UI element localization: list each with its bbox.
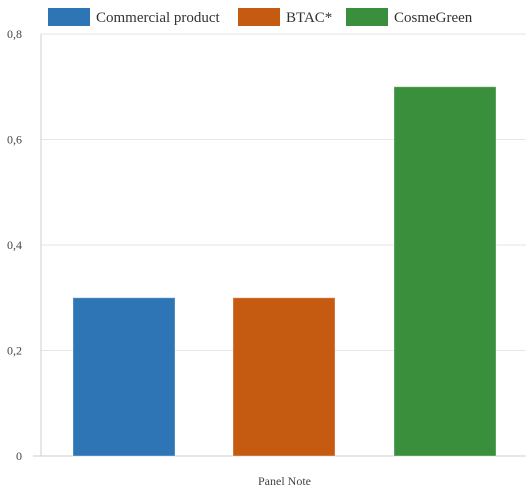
legend-item[interactable]: BTAC* bbox=[238, 8, 332, 26]
legend-swatch bbox=[48, 8, 90, 26]
bars bbox=[72, 86, 497, 457]
legend-label: CosmeGreen bbox=[394, 10, 473, 26]
legend-swatch bbox=[238, 8, 280, 26]
y-axis-ticks: 0 0,2 0,4 0,6 0,8 bbox=[7, 27, 22, 463]
bar-commercial-product bbox=[72, 297, 176, 457]
y-tick-label: 0 bbox=[16, 449, 22, 463]
y-tick-label: 0,8 bbox=[7, 27, 22, 41]
y-tick-label: 0,2 bbox=[7, 344, 22, 358]
legend-label: BTAC* bbox=[286, 10, 332, 26]
y-tick-label: 0,6 bbox=[7, 133, 22, 147]
legend-item[interactable]: Commercial product bbox=[48, 8, 221, 26]
legend: Commercial product BTAC* CosmeGreen bbox=[48, 8, 473, 26]
legend-item[interactable]: CosmeGreen bbox=[346, 8, 473, 26]
x-axis-categories: Panel Note bbox=[258, 474, 311, 488]
bar-cosmegreen bbox=[393, 86, 497, 457]
legend-swatch bbox=[346, 8, 388, 26]
x-category-label: Panel Note bbox=[258, 474, 311, 488]
y-tick-label: 0,4 bbox=[7, 238, 22, 252]
legend-label: Commercial product bbox=[96, 10, 221, 26]
bar-btac bbox=[232, 297, 336, 457]
